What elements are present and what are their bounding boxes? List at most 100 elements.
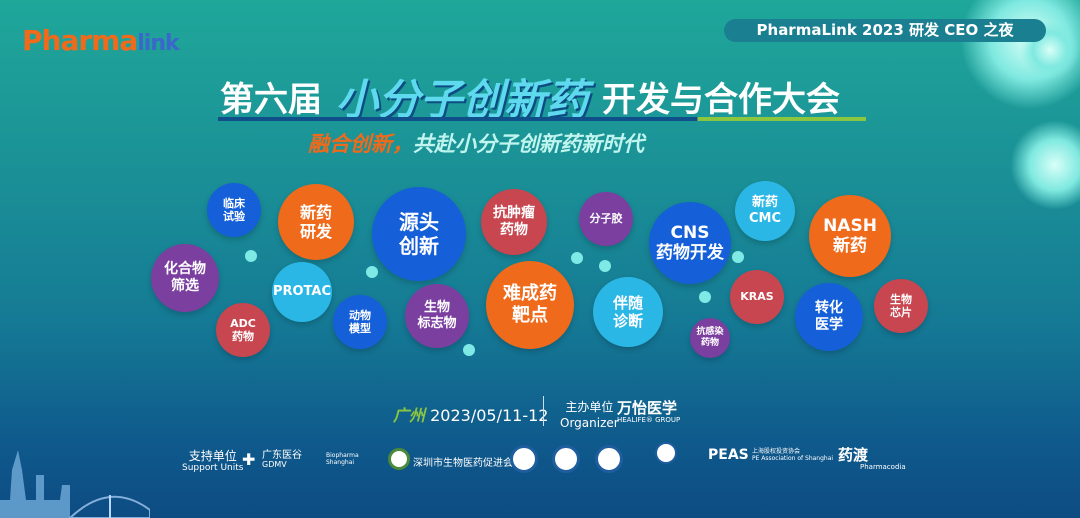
- organizer-sub: HEALIFE® GROUP: [617, 415, 681, 424]
- topic-label: 化合物: [164, 261, 206, 278]
- logo-text: GDMV: [262, 460, 287, 469]
- logo-text: Pharma: [22, 24, 138, 57]
- decor-dot: [732, 251, 744, 263]
- logo-text: Pharmacodia: [860, 462, 906, 471]
- topic-label: 分子胶: [589, 212, 623, 226]
- topic-bubble: ADC 药物: [216, 303, 270, 357]
- topic-label: 抗感染: [696, 327, 724, 338]
- topic-label: 筛选: [171, 278, 199, 294]
- support-en: Support Units: [182, 463, 244, 474]
- topic-bubble: 化合物 筛选: [151, 244, 219, 312]
- pharmalink-logo: Pharmalink: [22, 24, 180, 57]
- topic-bubble: 难成药 靶点: [486, 261, 574, 349]
- topic-bubble: 生物 芯片: [874, 279, 928, 333]
- topic-label: 医学: [815, 317, 843, 333]
- logo-text: PEAS: [708, 447, 749, 463]
- biopharma-logo: Biopharma Shanghai: [326, 452, 359, 466]
- topic-label: 药物: [232, 330, 254, 343]
- topic-label: 新药: [299, 202, 332, 222]
- logo-text: link: [137, 31, 179, 56]
- topic-bubble: 抗感染 药物: [690, 318, 730, 358]
- molecule-glow: [1010, 120, 1080, 210]
- topic-label: PROTAC: [272, 284, 332, 300]
- support-label: 支持单位 Support Units: [182, 449, 243, 474]
- organizer-label: 主办单位 Organizer: [560, 400, 619, 431]
- decor-dot: [245, 250, 257, 262]
- logo-text: 药渡: [838, 446, 869, 464]
- topic-label: CNS: [670, 222, 710, 243]
- organizer-en: Organizer: [560, 415, 619, 430]
- topic-label: 诊断: [612, 312, 643, 330]
- logo-text: PE Association of Shanghai: [751, 455, 834, 462]
- topic-bubble: 伴随 诊断: [593, 277, 663, 347]
- topic-label: 生物: [423, 300, 450, 316]
- topic-label: 转化: [815, 300, 843, 317]
- promotion-seal-icon: [388, 448, 410, 470]
- pharmacodia-logo: 药渡 Pharmacodia: [838, 447, 906, 471]
- topic-bubble: PROTAC: [272, 262, 332, 322]
- decor-dot: [366, 266, 378, 278]
- title-prefix: 第六届: [220, 80, 322, 120]
- topic-bubble: 分子胶: [579, 192, 633, 246]
- topic-bubble: 新药 CMC: [735, 181, 795, 241]
- decor-dot: [463, 344, 475, 356]
- topic-bubble: 动物 模型: [333, 295, 387, 349]
- city-skyline-icon: [0, 450, 150, 518]
- topic-label: 难成药: [503, 283, 557, 305]
- event-city: 广州: [393, 406, 426, 425]
- topic-label: 生物: [890, 292, 912, 306]
- organizer-logo: 万怡医学 HEALIFE® GROUP: [617, 400, 680, 424]
- topic-label: ADC: [230, 316, 256, 330]
- event-date-text: 2023/05/11-12: [430, 406, 549, 425]
- topic-label: 新药: [833, 236, 867, 256]
- topic-label: 抗肿瘤: [493, 205, 535, 222]
- topic-bubble: 源头 创新: [372, 187, 466, 281]
- topic-label: 药物: [700, 338, 719, 348]
- topic-label: 靶点: [512, 305, 548, 326]
- topic-label: KRAS: [740, 290, 774, 304]
- divider: [543, 396, 544, 426]
- gdmv-logo: 广东医谷 GDMV: [262, 450, 302, 470]
- topic-bubble: NASH 新药: [809, 195, 891, 277]
- title-suffix: 开发与合作大会: [602, 80, 841, 120]
- organizer-name: 万怡医学: [617, 399, 678, 417]
- title-divider: [218, 117, 866, 121]
- topic-bubble: 转化 医学: [795, 283, 863, 351]
- topic-bubble: 新药 研发: [278, 184, 354, 260]
- organizer-cn: 主办单位: [565, 400, 614, 414]
- slogan: 融合创新，共赴小分子创新药新时代: [308, 128, 644, 158]
- decor-dot: [699, 291, 711, 303]
- topic-label: 临床: [223, 196, 245, 210]
- topic-bubble: 临床 试验: [207, 183, 261, 237]
- topic-label: CMC: [748, 211, 782, 226]
- shenzhen-logo: 深圳市生物医药促进会: [413, 458, 513, 469]
- topic-label: 研发: [299, 222, 332, 241]
- topic-label: 新药: [751, 195, 778, 211]
- slogan-part: 融合创新，: [308, 132, 413, 156]
- topic-bubble: 抗肿瘤 药物: [481, 189, 547, 255]
- peas-logo: PEAS 上海股权投资协会 PE Association of Shanghai: [708, 447, 834, 463]
- event-date: 广州 2023/05/11-12: [393, 402, 548, 426]
- page-title: 第六届 小分子创新药 开发与合作大会: [220, 66, 840, 127]
- seal-icon: [552, 445, 580, 473]
- topic-label: 创新: [399, 234, 439, 258]
- topic-label: 芯片: [890, 306, 912, 319]
- title-highlight: 小分子创新药: [336, 75, 589, 124]
- topic-bubble: CNS 药物开发: [649, 202, 731, 284]
- seal-icon: [655, 442, 677, 464]
- topic-label: 伴随: [612, 294, 643, 312]
- topic-label: NASH: [823, 215, 877, 236]
- seal-icon: [595, 445, 623, 473]
- topic-label: 动物: [349, 308, 371, 322]
- topic-label: 模型: [349, 322, 371, 335]
- event-tag: PharmaLink 2023 研发 CEO 之夜: [724, 19, 1046, 42]
- topic-label: 标志物: [417, 316, 457, 331]
- logo-text: 广东医谷: [262, 450, 302, 461]
- decor-dot: [571, 252, 583, 264]
- slogan-part: 共赴小分子创新药新时代: [413, 132, 644, 156]
- topic-label: 试验: [223, 210, 245, 223]
- topic-label: 药物开发: [656, 243, 724, 263]
- logo-text: 上海股权投资协会: [751, 448, 800, 456]
- support-cn: 支持单位: [188, 449, 237, 463]
